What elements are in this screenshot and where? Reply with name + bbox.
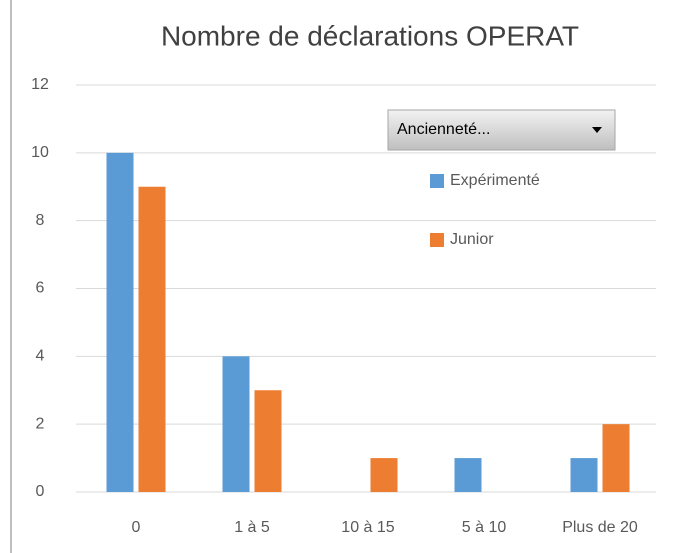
x-tick-label: 0 — [132, 519, 141, 536]
bar — [222, 356, 250, 492]
bar — [254, 390, 282, 492]
y-tick-label: 12 — [31, 76, 49, 93]
bar — [106, 152, 134, 493]
bar — [370, 458, 398, 492]
bar — [570, 458, 598, 492]
y-tick-label: 2 — [36, 415, 45, 432]
filter-button[interactable] — [387, 109, 616, 151]
legend-swatch — [430, 174, 444, 188]
legend: Expérimenté Junior — [430, 172, 540, 248]
legend-label: Junior — [450, 231, 494, 248]
y-tick-label: 8 — [36, 212, 45, 229]
x-tick-label: 1 à 5 — [234, 519, 270, 536]
bar — [138, 186, 166, 492]
bar — [454, 458, 482, 492]
bars — [106, 152, 630, 493]
legend-label: Expérimenté — [450, 172, 540, 189]
y-tick-label: 10 — [31, 144, 49, 161]
x-tick-label: Plus de 20 — [562, 519, 638, 536]
x-tick-label: 10 à 15 — [341, 519, 394, 536]
bar — [602, 424, 630, 492]
grid: 0 2 4 6 8 10 12 0 1 à 5 10 à 15 5 à 10 Plus de 20 — [31, 76, 656, 536]
dropdown-arrow[interactable] — [592, 127, 602, 133]
legend-swatch — [430, 233, 444, 247]
y-tick-label: 6 — [36, 280, 45, 297]
y-tick-label: 4 — [36, 348, 45, 365]
filter-button-label[interactable]: Ancienneté... — [397, 121, 490, 138]
chart-title: Nombre de déclarations OPERAT — [161, 20, 579, 51]
x-tick-label: 5 à 10 — [462, 519, 507, 536]
y-tick-label: 0 — [36, 483, 45, 500]
